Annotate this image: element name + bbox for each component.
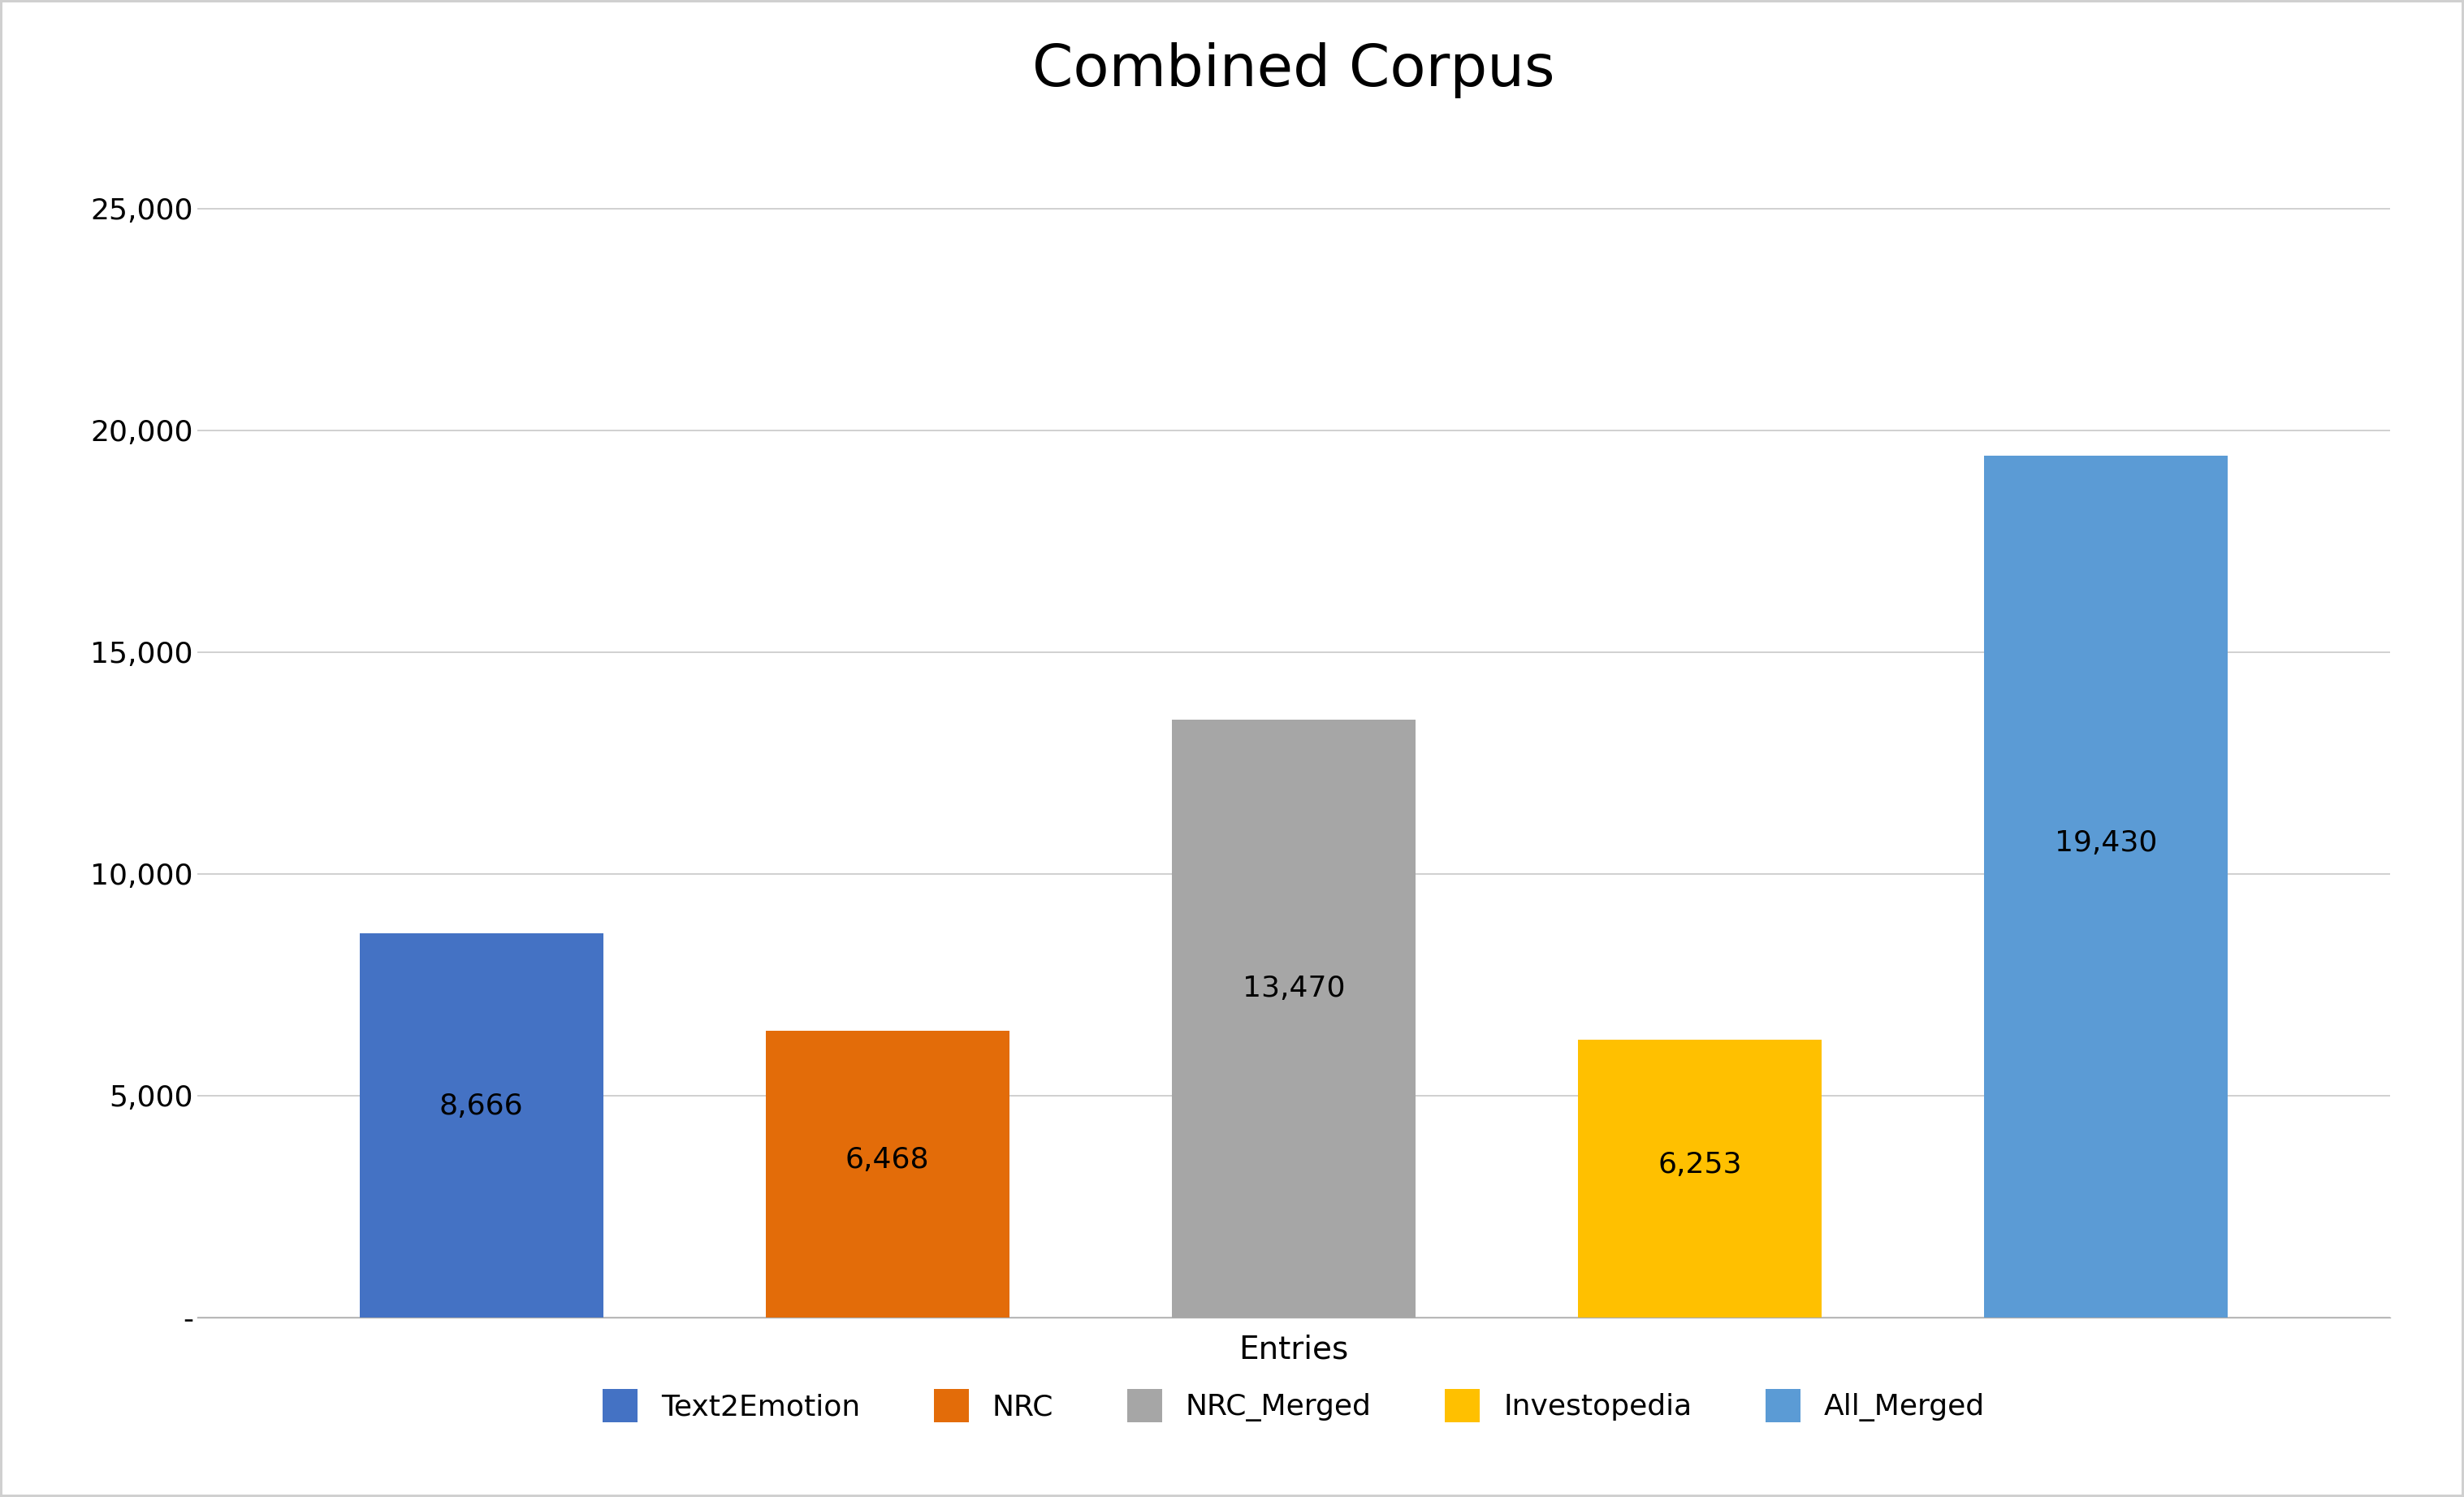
Bar: [1173, 720, 1414, 1317]
Text: 13,470: 13,470: [1242, 975, 1345, 1003]
X-axis label: Entries: Entries: [1239, 1334, 1348, 1365]
Title: Combined Corpus: Combined Corpus: [1032, 42, 1555, 99]
Bar: [360, 933, 604, 1317]
Legend: Text2Emotion, NRC, NRC_Merged, Investopedia, All_Merged: Text2Emotion, NRC, NRC_Merged, Investope…: [601, 1389, 1986, 1422]
Bar: [1984, 455, 2227, 1317]
Text: 8,666: 8,666: [439, 1093, 522, 1120]
Bar: [1577, 1040, 1821, 1317]
Text: 6,253: 6,253: [1658, 1151, 1742, 1178]
Text: 19,430: 19,430: [2055, 829, 2156, 858]
Text: 6,468: 6,468: [845, 1145, 929, 1174]
Bar: [766, 1030, 1010, 1317]
